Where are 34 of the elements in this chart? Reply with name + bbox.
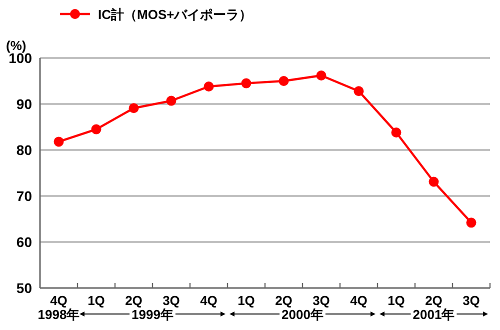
point (54, 136, 64, 147)
point (204, 82, 214, 92)
x-tick-label: 3Q (162, 293, 180, 308)
point (278, 76, 289, 86)
text: 1998年 (38, 307, 80, 322)
x-tick-label: 4Q (50, 293, 68, 308)
x-tick-label: 4Q (350, 293, 368, 308)
point (241, 78, 252, 88)
x-tick-label: 4Q (200, 293, 218, 308)
point (428, 176, 439, 187)
x-tick-label: 3Q (462, 293, 480, 308)
x-tick-label: 1Q (388, 293, 405, 308)
text: 2001年 (412, 307, 455, 322)
x-tick-label: 3Q (312, 293, 330, 308)
point (91, 124, 102, 134)
y-tick-label: 70 (16, 188, 32, 204)
text: 1999年 (132, 307, 174, 322)
text: 2000年 (282, 307, 324, 322)
point (128, 103, 139, 114)
point (391, 128, 402, 138)
x-tick-label: 1Q (238, 293, 255, 308)
x-tick-label: 1Q (88, 293, 105, 308)
x-tick-label: 2Q (275, 293, 292, 308)
y-tick-label: 50 (16, 280, 32, 296)
point (316, 70, 326, 80)
x-tick-label: 2Q (425, 293, 442, 308)
point (166, 96, 176, 106)
point (354, 86, 364, 96)
y-tick-label: 60 (16, 234, 32, 250)
y-tick-label: 90 (16, 96, 32, 112)
legend-label: IC計（MOS+バイポーラ） (98, 7, 252, 22)
y-tick-label: 80 (16, 142, 32, 158)
x-tick-label: 2Q (125, 293, 142, 308)
point (466, 218, 476, 228)
